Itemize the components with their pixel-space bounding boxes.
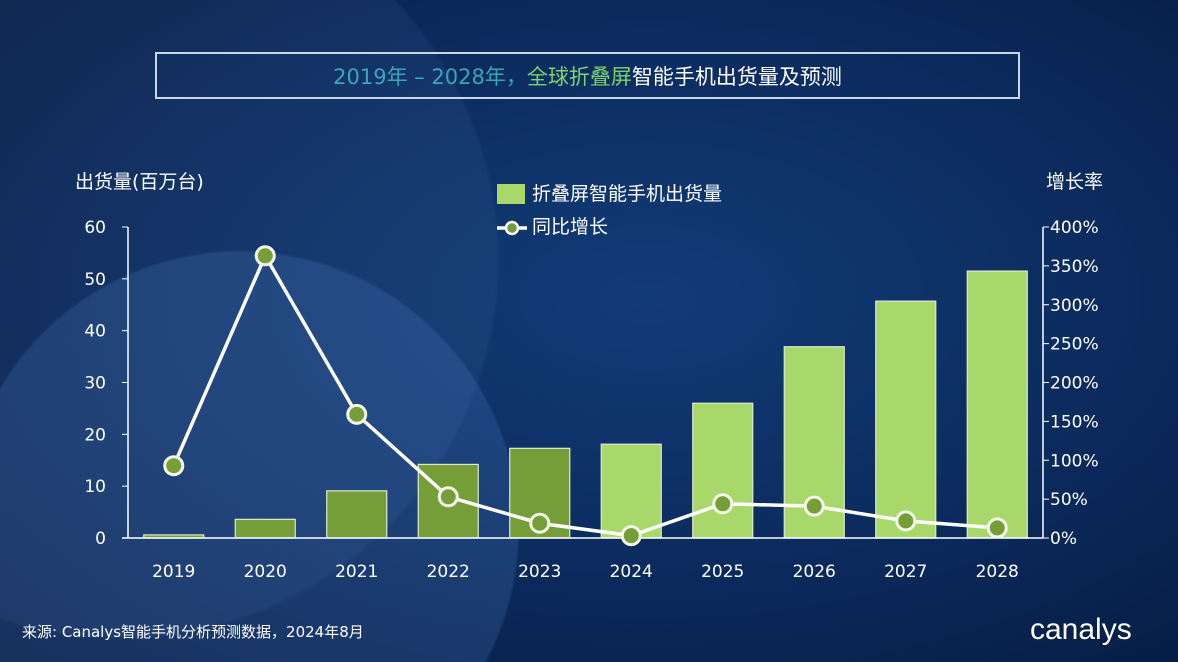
y-tick-label: 50: [84, 270, 106, 290]
y-axis-label: 出货量(百万台): [75, 171, 204, 193]
growth-point-2025: [712, 493, 734, 515]
legend-line-marker: [504, 220, 520, 236]
y-tick-label: 60: [84, 218, 106, 238]
growth-point-2024: [620, 525, 642, 547]
x-tick-label: 2021: [335, 562, 378, 582]
y-tick-label: 0: [95, 529, 106, 549]
bar-2021: [326, 490, 388, 539]
y2-tick-label: 300%: [1050, 296, 1099, 316]
bar-2027: [875, 300, 937, 539]
y-tick-label: 40: [84, 322, 106, 342]
legend-line-label: 同比增长: [532, 216, 609, 238]
bar-2028: [966, 270, 1028, 539]
y2-tick-label: 400%: [1050, 218, 1099, 238]
bar-2024: [600, 443, 662, 539]
growth-point-2019: [163, 455, 185, 477]
y2-tick-label: 0%: [1050, 529, 1077, 549]
x-tick-label: 2022: [427, 562, 470, 582]
title-foldable: 全球折叠屏: [526, 64, 632, 89]
y2-tick-label: 100%: [1050, 451, 1099, 471]
legend-bar-label: 折叠屏智能手机出货量: [532, 183, 723, 205]
x-tick-label: 2023: [518, 562, 561, 582]
bar-2020: [234, 518, 296, 539]
x-tick-label: 2025: [701, 562, 744, 582]
legend-bar-swatch: [497, 184, 525, 204]
growth-point-2027: [895, 510, 917, 532]
x-tick-label: 2019: [152, 562, 195, 582]
growth-point-2026: [803, 495, 825, 517]
x-tick-label: 2020: [244, 562, 287, 582]
source-note: 来源: Canalys智能手机分析预测数据，2024年8月: [22, 623, 364, 641]
y2-tick-label: 200%: [1050, 374, 1099, 394]
y2-tick-label: 250%: [1050, 335, 1099, 355]
x-tick-label: 2026: [793, 562, 836, 582]
growth-point-2028: [986, 517, 1008, 539]
growth-point-2023: [529, 512, 551, 534]
growth-line: [172, 251, 998, 538]
title-years: 2019年 – 2028年，: [333, 64, 527, 89]
y2-tick-label: 150%: [1050, 412, 1099, 432]
y2-tick-label: 50%: [1050, 490, 1088, 510]
x-tick-label: 2027: [884, 562, 927, 582]
canalys-logo: canalys: [1030, 613, 1132, 646]
y-tick-label: 10: [84, 477, 106, 497]
growth-point-2021: [346, 403, 368, 425]
y2-tick-label: 350%: [1050, 257, 1099, 277]
x-tick-label: 2028: [976, 562, 1019, 582]
y-tick-label: 30: [84, 374, 106, 394]
title-rest: 智能手机出货量及预测: [631, 64, 842, 89]
chart-title: 2019年 – 2028年， 全球折叠屏 智能手机出货量及预测: [155, 52, 1020, 99]
growth-point-2020: [254, 245, 276, 267]
y2-axis-label: 增长率: [1046, 171, 1104, 193]
bar-2025: [692, 402, 754, 539]
growth-point-2022: [437, 486, 459, 508]
y-tick-label: 20: [84, 425, 106, 445]
x-tick-label: 2024: [610, 562, 653, 582]
